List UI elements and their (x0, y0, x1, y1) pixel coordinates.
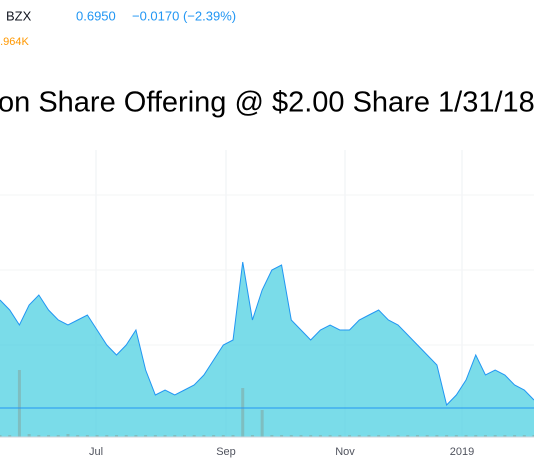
symbol[interactable]: BZX (6, 8, 32, 23)
x-tick-label: Jul (89, 446, 103, 458)
x-tick-label: 2019 (450, 446, 474, 458)
volume-bar (0, 435, 2, 437)
volume-bar (115, 435, 119, 437)
volume-bar (153, 435, 157, 437)
volume-bar (231, 435, 235, 437)
volume-bar (124, 435, 128, 437)
volume-bar (377, 435, 381, 437)
x-tick-label: Nov (335, 446, 355, 458)
volume-bar (241, 388, 245, 437)
price: 0.6950 (76, 8, 116, 23)
volume-bar (37, 435, 41, 437)
area (0, 262, 534, 437)
volume-bar (270, 435, 274, 437)
volume-bar (134, 435, 138, 437)
volume-bar (8, 435, 12, 437)
volume-bar (445, 435, 449, 437)
volume-bar (163, 435, 167, 437)
volume-bar (532, 435, 534, 437)
volume-bar (289, 435, 293, 437)
volume-bar (415, 435, 419, 437)
volume-bar (182, 435, 186, 437)
volume-bar (95, 435, 99, 437)
volume-bar (221, 435, 225, 437)
volume-bar (27, 434, 31, 437)
volume-bar (280, 435, 284, 437)
volume-bar (105, 435, 109, 437)
volume-bar (299, 435, 303, 437)
volume-bar (367, 435, 371, 437)
chart-title: on Share Offering @ $2.00 Share 1/31/18 (0, 87, 534, 119)
volume-bar (483, 435, 487, 437)
line (0, 261, 534, 406)
volume-bar (328, 435, 332, 437)
volume-bar (202, 435, 206, 437)
volume-bar (406, 435, 410, 437)
volume-bar (348, 435, 352, 437)
volume-bar (474, 435, 478, 437)
volume-bar (522, 435, 526, 437)
volume-bar (17, 370, 21, 437)
volume-bar (56, 435, 60, 437)
volume-bar (144, 435, 148, 437)
volume-bar (47, 435, 51, 437)
volume-bar (66, 434, 70, 437)
volume-bar (76, 435, 80, 437)
volume-bar (338, 435, 342, 437)
volume-bar (513, 435, 517, 437)
volume-label: 1.964K (0, 36, 30, 48)
volume-bar (396, 435, 400, 437)
volume-bar (173, 435, 177, 437)
volume-bar (318, 435, 322, 437)
volume-bar (85, 435, 89, 437)
volume-bar (435, 435, 439, 437)
volume-bar (309, 435, 313, 437)
volume-bar (192, 435, 196, 437)
volume-bar (260, 410, 264, 437)
volume-bar (464, 435, 468, 437)
x-tick-label: Sep (216, 446, 236, 458)
volume-bar (212, 435, 216, 437)
volume-bar (357, 435, 361, 437)
volume-bar (386, 435, 390, 437)
volume-bar (425, 435, 429, 437)
change: −0.0170 (−2.39%) (132, 8, 236, 23)
volume-bar (250, 435, 254, 437)
volume-bar (454, 435, 458, 437)
volume-bar (493, 435, 497, 437)
volume-bar (503, 435, 507, 437)
